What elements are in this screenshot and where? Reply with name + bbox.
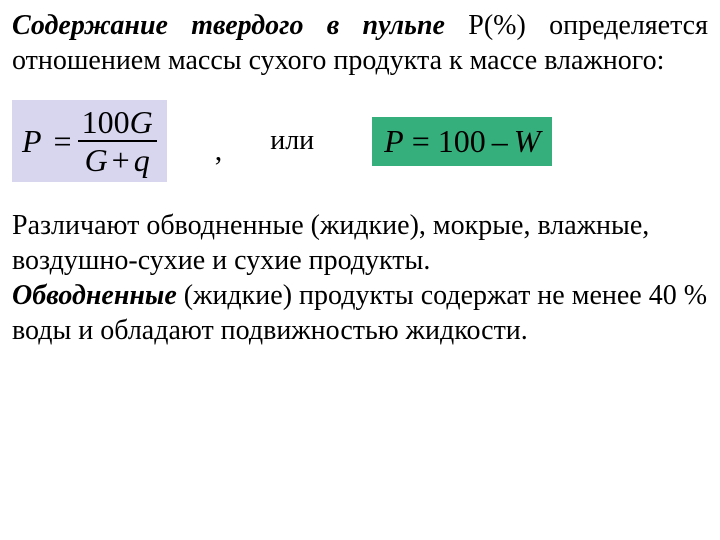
f2-P: P (384, 123, 404, 160)
f1-eq: = (54, 125, 72, 157)
f2-W: W (514, 123, 541, 160)
f1-denominator: G+q (81, 144, 154, 176)
separator-comma: , (215, 134, 223, 186)
formula-row: P = 100G G+q , или P = 100 – W (12, 96, 708, 186)
formula-1: P = 100G G+q (12, 100, 167, 182)
body-term2: Обводненные (12, 280, 177, 311)
intro-paragraph: Содержание твердого в пульпе Р(%) опреде… (12, 8, 708, 78)
f1-num-const: 100 (82, 104, 130, 140)
body-p1: Различают обводненные (жидкие), мокрые, … (12, 210, 649, 276)
separator-or: или (270, 125, 314, 157)
f1-den-right: q (134, 142, 150, 178)
f2-minus: – (492, 123, 508, 160)
f2-hundred: 100 (438, 123, 486, 160)
f2-eq: = (412, 123, 430, 160)
intro-term: Содержание твердого в пульпе (12, 10, 445, 41)
f1-den-left: G (85, 142, 108, 178)
f1-num-var: G (130, 104, 153, 140)
body-paragraph: Различают обводненные (жидкие), мокрые, … (12, 208, 708, 348)
f1-den-plus: + (112, 142, 130, 178)
f1-lhs: P (22, 125, 42, 157)
f1-fraction: 100G G+q (78, 106, 157, 176)
formula-2: P = 100 – W (372, 117, 552, 166)
f1-numerator: 100G (78, 106, 157, 138)
